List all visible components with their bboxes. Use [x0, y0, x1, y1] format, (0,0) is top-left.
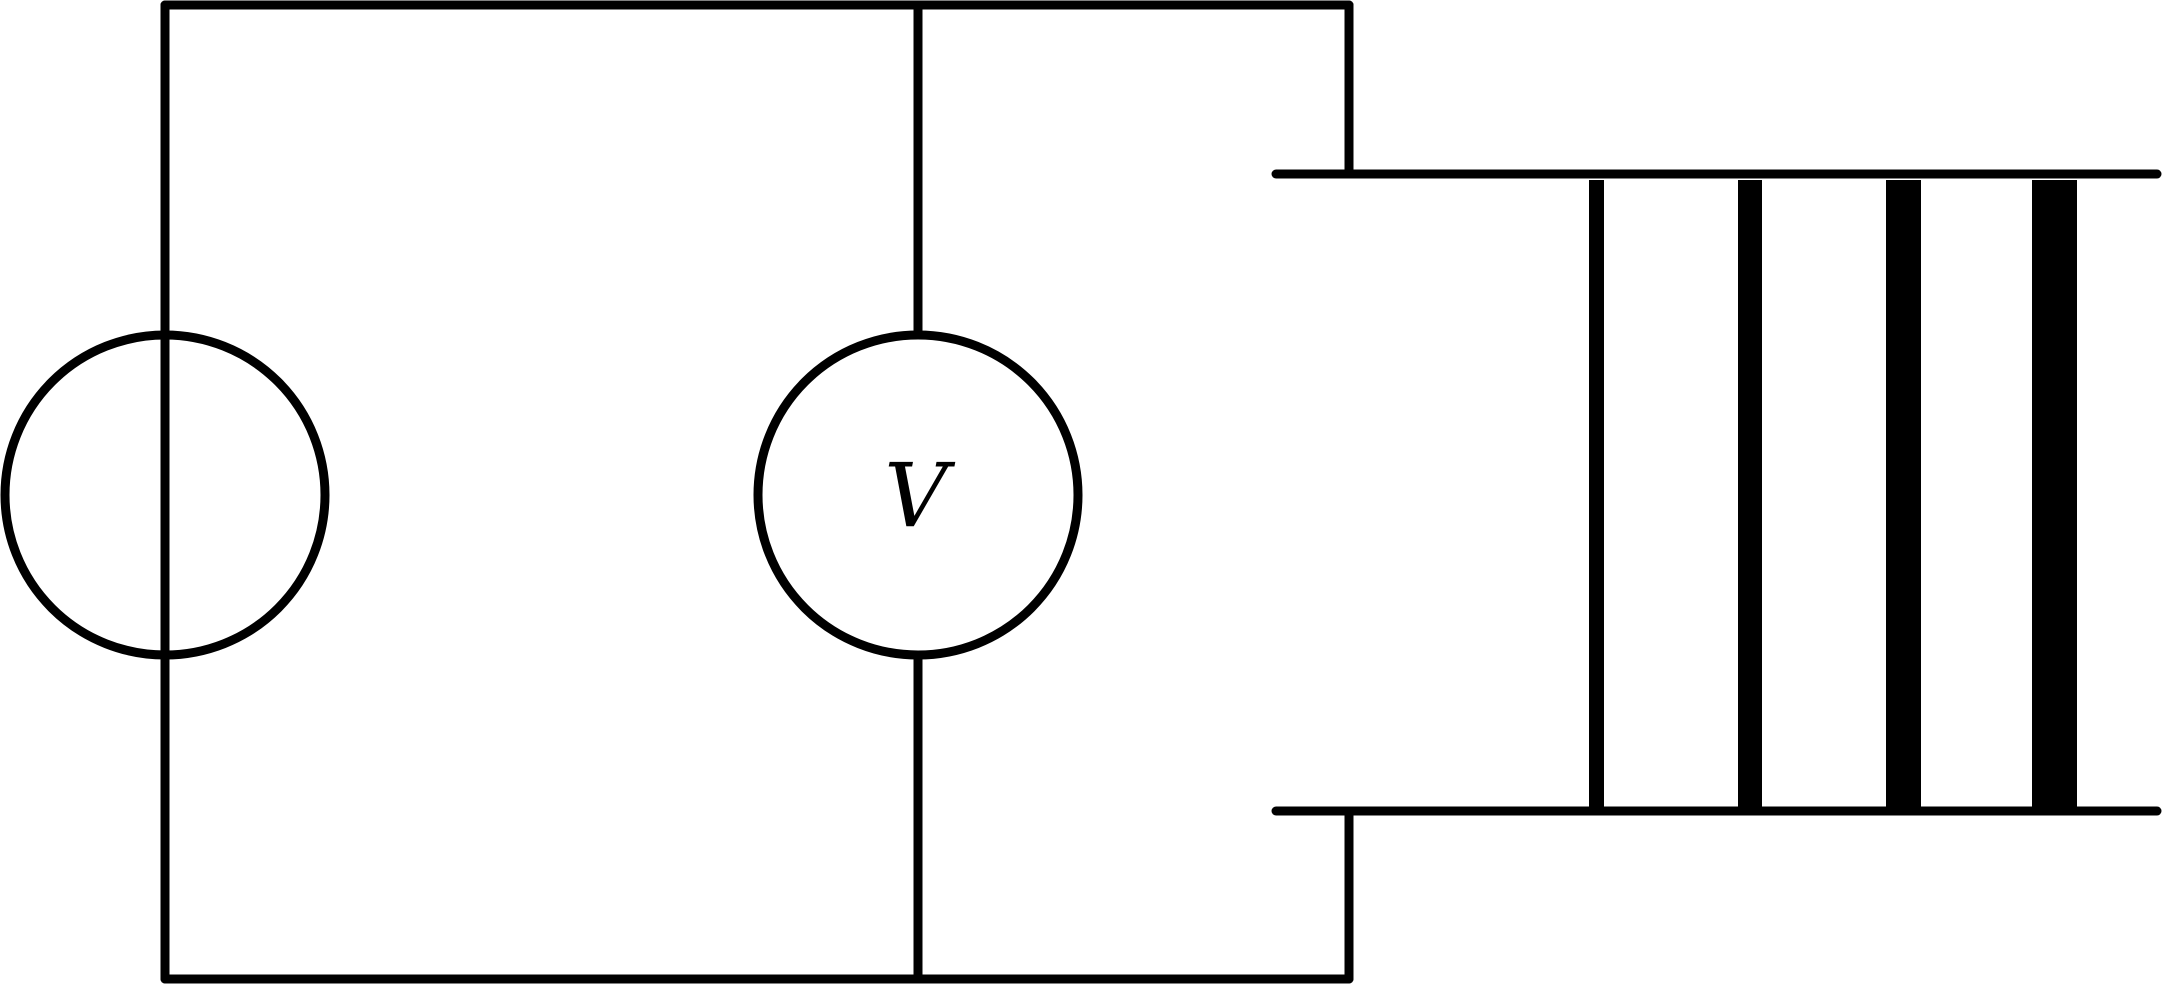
plate-4: [2032, 180, 2077, 807]
plate-3: [1886, 180, 1921, 807]
plate-2: [1738, 180, 1762, 807]
plate-1: [1589, 180, 1604, 807]
voltmeter-symbol: V: [884, 444, 956, 547]
voltmeter: V: [753, 330, 1083, 660]
source: [0, 330, 330, 660]
voltmeter-circle: [753, 330, 1083, 660]
